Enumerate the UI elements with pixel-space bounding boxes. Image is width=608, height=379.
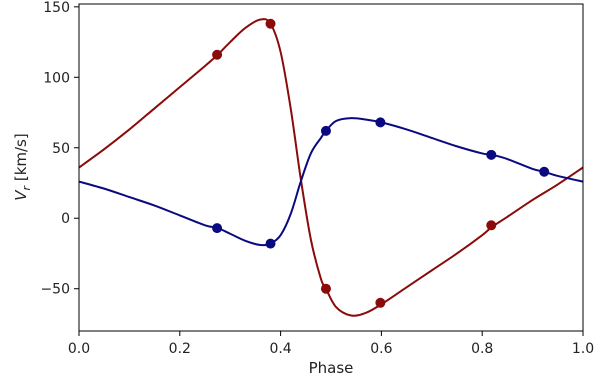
series-1-point xyxy=(212,49,223,60)
series-2-point xyxy=(320,125,331,136)
x-tick-label: 0.6 xyxy=(370,341,392,357)
y-tick-label: 0 xyxy=(61,211,70,227)
y-tick-label: 50 xyxy=(52,141,70,157)
x-tick-label: 1.0 xyxy=(572,341,594,357)
y-axis-label-unit: [km/s] xyxy=(12,133,30,186)
series-2-point xyxy=(212,223,223,234)
series-2-point xyxy=(265,238,276,249)
series-1-point xyxy=(265,18,276,29)
x-axis-label: Phase xyxy=(309,359,354,377)
series-2-point xyxy=(539,166,550,177)
series-1-point xyxy=(486,220,497,231)
series-2-point xyxy=(486,149,497,160)
y-axis-label: Vr [km/s] xyxy=(12,133,33,200)
series-2-curve xyxy=(79,117,583,247)
series-1-curve xyxy=(79,18,583,317)
y-tick-label: 100 xyxy=(43,70,70,86)
series-2-point xyxy=(375,117,386,128)
y-axis-label-subscript: r xyxy=(20,184,33,190)
x-tick-label: 0.4 xyxy=(269,341,291,357)
plot-area xyxy=(79,18,583,317)
x-tick-label: 0.8 xyxy=(471,341,493,357)
series-1-point xyxy=(320,283,331,294)
series-layer xyxy=(79,18,583,317)
series-1-point xyxy=(375,297,386,308)
y-axis: −50 0 50 100 150 xyxy=(40,0,79,298)
x-tick-label: 0.0 xyxy=(68,341,90,357)
y-tick-label: 150 xyxy=(43,0,70,16)
x-tick-label: 0.2 xyxy=(169,341,191,357)
x-axis: 0.0 0.2 0.4 0.6 0.8 1.0 xyxy=(68,331,594,357)
y-tick-label: −50 xyxy=(40,282,70,298)
y-axis-label-symbol: V xyxy=(12,189,30,201)
axes-frame xyxy=(78,3,584,332)
